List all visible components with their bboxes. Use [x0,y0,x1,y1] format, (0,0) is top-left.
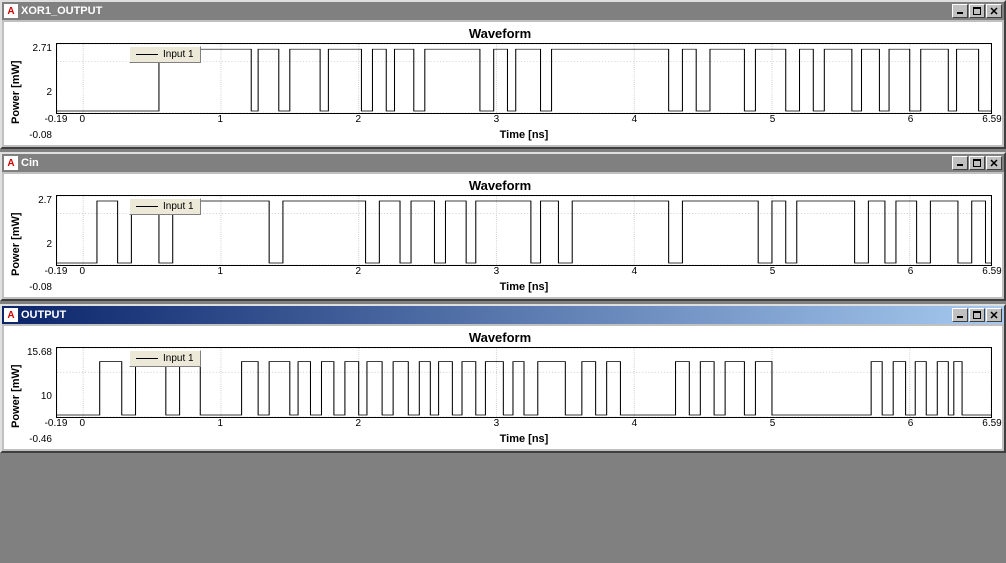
chart-title: Waveform [8,178,992,193]
y-axis-label: Power [mW] [8,195,24,293]
y-axis-ticks: 15.6810-0.46 [24,347,56,445]
window-title: Cin [21,157,951,169]
y-axis-ticks: 2.72-0.08 [24,195,56,293]
window-w3: AOUTPUT Waveform Power [mW]15.6810-0.46 Inp… [0,304,1006,453]
x-axis-label: Time [ns] [56,432,992,445]
legend-swatch [136,54,158,55]
window-w1: AXOR1_OUTPUT Waveform Power [mW]2.712-0.08… [0,0,1006,149]
minimize-button[interactable] [952,308,968,322]
maximize-button[interactable] [969,4,985,18]
chart-title: Waveform [8,26,992,41]
x-axis-ticks: -0.1901234566.59 [56,114,992,128]
titlebar[interactable]: AXOR1_OUTPUT [2,2,1004,20]
chart-title: Waveform [8,330,992,345]
legend[interactable]: Input 1 [129,46,201,63]
chart-area: Waveform Power [mW]2.712-0.08 Input 1 -0.19… [4,22,1002,145]
y-axis-label: Power [mW] [8,347,24,445]
app-icon: A [4,4,18,18]
x-axis-ticks: -0.1901234566.59 [56,266,992,280]
maximize-button[interactable] [969,156,985,170]
legend-swatch [136,206,158,207]
chart-area: Waveform Power [mW]2.72-0.08 Input 1 -0.190… [4,174,1002,297]
window-title: OUTPUT [21,309,951,321]
close-button[interactable] [986,4,1002,18]
titlebar[interactable]: AOUTPUT [2,306,1004,324]
x-axis-ticks: -0.1901234566.59 [56,418,992,432]
minimize-button[interactable] [952,4,968,18]
window-w2: ACin Waveform Power [mW]2.72-0.08 Input 1 -0… [0,152,1006,301]
x-axis-label: Time [ns] [56,128,992,141]
app-icon: A [4,308,18,322]
maximize-button[interactable] [969,308,985,322]
legend-label: Input 1 [163,353,194,364]
legend[interactable]: Input 1 [129,198,201,215]
y-axis-ticks: 2.712-0.08 [24,43,56,141]
plot-area[interactable]: Input 1 [56,195,992,266]
titlebar[interactable]: ACin [2,154,1004,172]
close-button[interactable] [986,156,1002,170]
y-axis-label: Power [mW] [8,43,24,141]
minimize-button[interactable] [952,156,968,170]
app-icon: A [4,156,18,170]
plot-area[interactable]: Input 1 [56,347,992,418]
legend-label: Input 1 [163,201,194,212]
plot-area[interactable]: Input 1 [56,43,992,114]
x-axis-label: Time [ns] [56,280,992,293]
legend-label: Input 1 [163,49,194,60]
close-button[interactable] [986,308,1002,322]
chart-area: Waveform Power [mW]15.6810-0.46 Input 1 -0.… [4,326,1002,449]
legend[interactable]: Input 1 [129,350,201,367]
legend-swatch [136,358,158,359]
window-title: XOR1_OUTPUT [21,5,951,17]
